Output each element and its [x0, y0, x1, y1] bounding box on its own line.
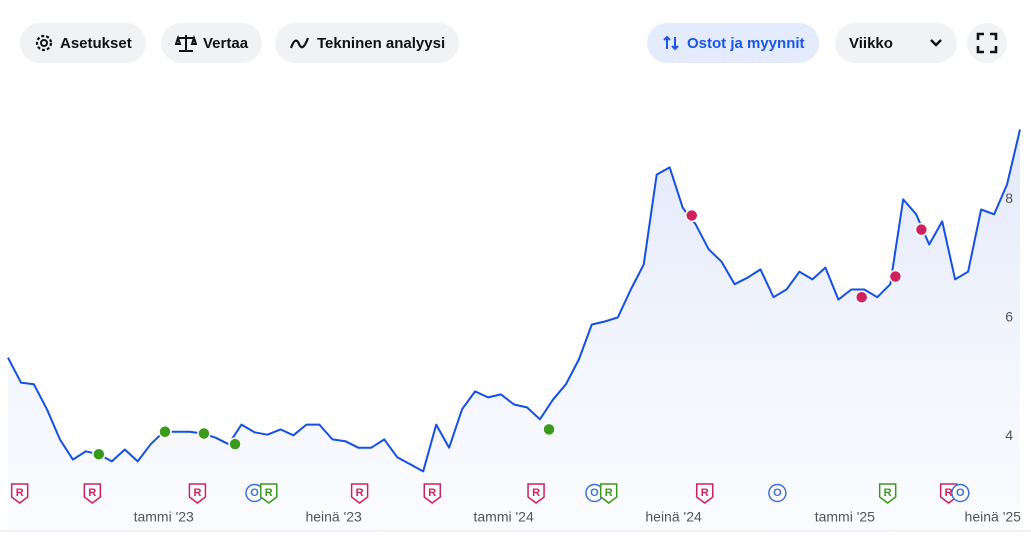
area	[8, 129, 1020, 531]
badge-label: R	[356, 487, 364, 499]
badge-label: R	[428, 487, 436, 499]
event-badge[interactable]: O	[951, 483, 970, 503]
badge-shape	[10, 483, 29, 504]
badge-label: R	[265, 487, 273, 499]
buy-marker[interactable]	[228, 437, 242, 451]
badge-shape	[878, 483, 897, 504]
y-tick-label: 4	[1005, 427, 1013, 443]
buy-marker[interactable]	[197, 426, 211, 441]
technical-button[interactable]: Tekninen analyysi	[275, 23, 460, 63]
label: Vertaa	[203, 34, 249, 52]
badge-shape	[188, 483, 207, 504]
label: Viikko	[849, 34, 893, 52]
event-badge[interactable]: R	[83, 483, 102, 504]
trades-button[interactable]: Ostot ja myynnit	[647, 23, 819, 63]
event-badge[interactable]: O	[768, 483, 787, 503]
x-tick-label: heinä '25	[965, 509, 1022, 525]
event-badge[interactable]: R	[260, 483, 278, 504]
settings-button[interactable]: Asetukset	[20, 23, 146, 63]
badge-shape	[599, 483, 618, 504]
badge-label: R	[945, 487, 953, 499]
event-badge[interactable]: R	[423, 483, 442, 504]
badge-shape	[350, 483, 369, 504]
buy-marker[interactable]	[92, 447, 106, 462]
badge-label: R	[884, 487, 892, 499]
buy-marker[interactable]	[158, 424, 172, 439]
badge-label: R	[532, 487, 540, 499]
x-tick-label: heinä '23	[305, 509, 362, 525]
buy-marker[interactable]	[542, 422, 556, 437]
x-tick-label: tammi '24	[473, 509, 533, 525]
label: Ostot ja myynnit	[687, 34, 805, 52]
event-badge[interactable]: R	[878, 483, 897, 504]
label: Tekninen analyysi	[317, 34, 446, 52]
badge-label: R	[701, 487, 709, 499]
event-badge[interactable]: R	[599, 483, 618, 504]
event-badge[interactable]: R	[527, 483, 545, 504]
badge-label: R	[88, 487, 96, 499]
sell-marker[interactable]	[914, 222, 929, 237]
badge-label: R	[193, 487, 201, 499]
badge-label: R	[605, 487, 613, 499]
price-line	[7, 129, 1021, 473]
event-badge[interactable]: R	[188, 483, 207, 504]
sell-marker[interactable]	[888, 269, 903, 284]
badge-label: O	[773, 487, 782, 499]
x-tick-label: tammi '25	[815, 509, 875, 525]
badge-shape	[527, 483, 545, 504]
sell-marker[interactable]	[684, 208, 699, 223]
fullscreen-button[interactable]	[967, 23, 1007, 63]
label: Asetukset	[60, 34, 132, 52]
badge-label: O	[590, 487, 599, 499]
event-badge[interactable]: R	[350, 483, 369, 504]
badge-shape	[768, 483, 787, 503]
y-tick-label: 8	[1005, 190, 1013, 206]
event-badge[interactable]: R	[695, 483, 714, 504]
badge-shape	[260, 483, 278, 504]
compare-button[interactable]: Vertaa	[161, 23, 263, 63]
badge-label: O	[956, 487, 965, 499]
badge-label: O	[250, 487, 259, 499]
event-badge[interactable]: R	[10, 483, 29, 504]
x-tick-label: heinä '24	[645, 509, 702, 525]
badge-shape	[695, 483, 714, 504]
sell-marker[interactable]	[854, 290, 869, 304]
x-tick-label: tammi '23	[134, 509, 194, 525]
badge-shape	[951, 483, 970, 503]
badge-shape	[83, 483, 102, 504]
badge-label: R	[16, 487, 24, 499]
badge-shape	[423, 483, 442, 504]
y-tick-label: 6	[1005, 309, 1013, 325]
period-select[interactable]: Viikko	[835, 23, 957, 63]
event-badge[interactable]: O	[245, 483, 264, 503]
